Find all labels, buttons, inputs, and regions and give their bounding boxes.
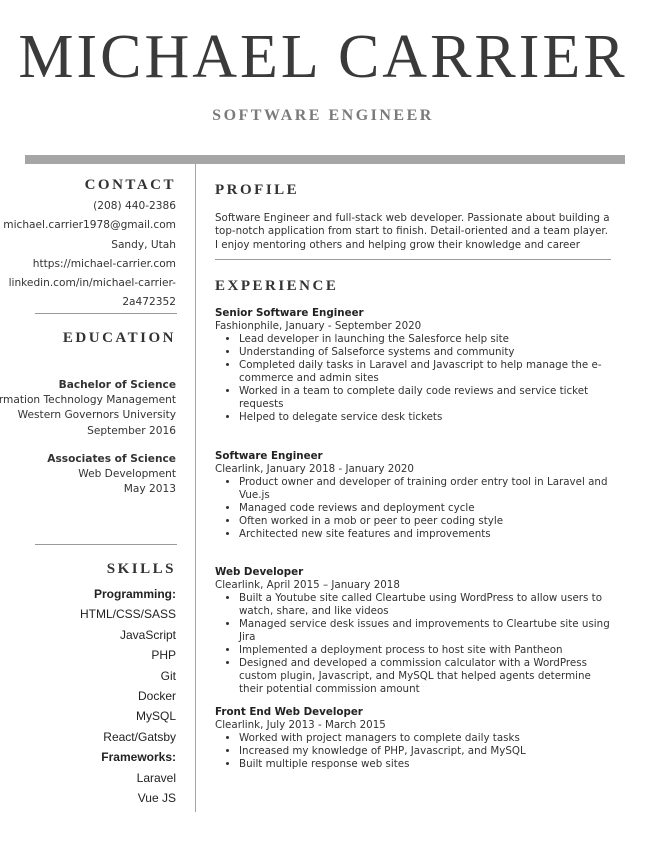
list-item: Built multiple response web sites <box>239 758 615 771</box>
list-item: Completed daily tasks in Laravel and Jav… <box>239 359 615 385</box>
job-entry: Software Engineer Clearlink, January 201… <box>215 450 615 541</box>
profile-rule <box>215 259 611 260</box>
skill-item: React/Gatsby <box>103 729 176 744</box>
degree-title: Associates of Science <box>47 453 176 465</box>
degree-school: Western Governors University <box>17 409 176 422</box>
experience-heading: EXPERIENCE <box>215 278 339 294</box>
education-heading: EDUCATION <box>62 330 176 346</box>
contact-location: Sandy, Utah <box>111 238 176 251</box>
skill-item: Git <box>160 668 176 683</box>
resume-name: MICHAEL CARRIER <box>18 23 628 91</box>
job-title: Software Engineer <box>215 450 323 462</box>
education-entry: Bachelor of Science Information Technolo… <box>0 378 176 439</box>
list-item: Architected new site features and improv… <box>239 528 615 541</box>
job-entry: Front End Web Developer Clearlink, July … <box>215 706 615 771</box>
contact-website: https://michael-carrier.com <box>32 257 176 270</box>
degree-date: May 2013 <box>123 483 176 496</box>
job-title: Front End Web Developer <box>215 706 363 718</box>
degree-field: Information Technology Management <box>0 394 176 407</box>
contact-phone: (208) 440-2386 <box>93 200 176 212</box>
list-item: Managed service desk issues and improvem… <box>239 618 615 644</box>
education-rule <box>35 544 177 545</box>
education-entry: Associates of Science Web Development Ma… <box>47 452 176 498</box>
skill-item: PHP <box>151 648 176 663</box>
skills-list: Programming: HTML/CSS/SASS JavaScript PH… <box>80 584 176 808</box>
frameworks-label: Frameworks: <box>101 750 176 765</box>
job-bullets: Built a Youtube site called Cleartube us… <box>215 592 615 696</box>
programming-label: Programming: <box>93 587 176 601</box>
job-title: Web Developer <box>215 566 304 578</box>
skills-heading: SKILLS <box>106 561 176 577</box>
job-entry: Web Developer Clearlink, April 2015 – Ja… <box>215 566 615 696</box>
list-item: Increased my knowledge of PHP, Javascrip… <box>239 745 615 758</box>
list-item: Helped to delegate service desk tickets <box>239 411 615 424</box>
job-company-dates: Fashionphile, January - September 2020 <box>215 320 422 332</box>
list-item: Lead developer in launching the Salesfor… <box>239 333 615 346</box>
list-item: Worked with project managers to complete… <box>239 732 615 745</box>
job-bullets: Lead developer in launching the Salesfor… <box>215 333 615 424</box>
header-divider-bar <box>25 155 625 164</box>
skill-item: Docker <box>137 689 176 704</box>
skill-item: Laravel <box>136 770 176 785</box>
job-company-dates: Clearlink, January 2018 - January 2020 <box>215 463 414 475</box>
list-item: Worked in a team to complete daily code … <box>239 385 615 411</box>
skill-item: HTML/CSS/SASS <box>79 607 176 622</box>
profile-text: Software Engineer and full-stack web dev… <box>215 212 610 251</box>
list-item: Understanding of Salseforce systems and … <box>239 346 615 359</box>
column-divider <box>195 164 196 812</box>
job-bullets: Worked with project managers to complete… <box>215 732 615 771</box>
skill-item: MySQL <box>135 709 176 724</box>
degree-field: Web Development <box>78 468 176 481</box>
list-item: Designed and developed a commission calc… <box>239 657 615 696</box>
degree-date: September 2016 <box>87 424 176 437</box>
contact-linkedin: linkedin.com/in/michael-carrier- <box>8 277 176 290</box>
contact-linkedin-cont: 2a472352 <box>122 296 176 309</box>
skill-item: JavaScript <box>119 627 176 642</box>
list-item: Often worked in a mob or peer to peer co… <box>239 515 615 528</box>
job-bullets: Product owner and developer of training … <box>215 476 615 541</box>
contact-rule <box>35 313 177 314</box>
contact-heading: CONTACT <box>84 177 176 193</box>
list-item: Product owner and developer of training … <box>239 476 615 502</box>
contact-email: michael.carrier1978@gmail.com <box>3 219 176 232</box>
job-title: Senior Software Engineer <box>215 307 364 319</box>
job-company-dates: Clearlink, April 2015 – January 2018 <box>215 579 400 591</box>
job-company-dates: Clearlink, July 2013 - March 2015 <box>215 719 386 731</box>
profile-heading: PROFILE <box>215 182 300 198</box>
list-item: Managed code reviews and deployment cycl… <box>239 502 615 515</box>
resume-role: SOFTWARE ENGINEER <box>212 107 434 124</box>
degree-title: Bachelor of Science <box>58 379 176 391</box>
list-item: Built a Youtube site called Cleartube us… <box>239 592 615 618</box>
job-entry: Senior Software Engineer Fashionphile, J… <box>215 307 615 424</box>
contact-block: (208) 440-2386 michael.carrier1978@gmail… <box>3 197 176 313</box>
skill-item: Vue JS <box>137 791 176 806</box>
list-item: Implemented a deployment process to host… <box>239 644 615 657</box>
